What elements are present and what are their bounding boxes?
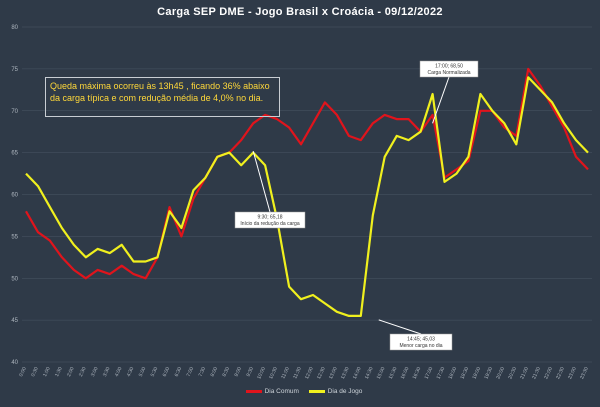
callout-box bbox=[419, 60, 479, 78]
x-tick-label: 2:00 bbox=[66, 366, 76, 378]
y-tick-label: 60 bbox=[11, 193, 18, 199]
legend-label-dia-de-jogo: Dia de Jogo bbox=[327, 388, 363, 395]
callout-label: Início da redução da carga bbox=[240, 221, 299, 227]
x-tick-label: 22:30 bbox=[555, 366, 566, 380]
x-tick-label: 16:00 bbox=[400, 366, 411, 380]
x-tick-label: 0:00 bbox=[18, 366, 28, 378]
x-tick-label: 7:30 bbox=[198, 366, 208, 378]
x-tick-label: 1:00 bbox=[42, 366, 52, 378]
x-tick-label: 18:30 bbox=[460, 366, 471, 380]
x-tick-label: 21:30 bbox=[531, 366, 542, 380]
x-tick-label: 16:30 bbox=[412, 366, 423, 380]
x-tick-label: 12:30 bbox=[316, 366, 327, 380]
x-tick-label: 20:00 bbox=[495, 366, 506, 380]
callout-label: Carga Normalizada bbox=[427, 70, 470, 76]
x-tick-label: 4:00 bbox=[114, 366, 124, 378]
x-tick-label: 2:30 bbox=[78, 366, 88, 378]
y-tick-label: 40 bbox=[11, 360, 18, 366]
x-tick-label: 23:30 bbox=[579, 366, 590, 380]
x-tick-label: 4:30 bbox=[126, 366, 136, 378]
x-tick-label: 9:30 bbox=[245, 366, 255, 378]
callout-value: 17:00; 68,50 bbox=[435, 64, 463, 70]
legend-label-dia-comum: Dia Comum bbox=[264, 388, 299, 395]
callout-value: 14:45; 45,03 bbox=[407, 337, 435, 343]
x-tick-label: 10:30 bbox=[268, 366, 279, 380]
callout-label: Menor carga no dia bbox=[399, 343, 442, 349]
x-tick-label: 14:30 bbox=[364, 366, 375, 380]
x-tick-label: 6:00 bbox=[162, 366, 172, 378]
x-tick-label: 3:30 bbox=[102, 366, 112, 378]
x-tick-label: 8:00 bbox=[210, 366, 220, 378]
x-tick-label: 11:00 bbox=[280, 366, 291, 380]
x-tick-label: 8:30 bbox=[222, 366, 232, 378]
callout-leader bbox=[432, 76, 450, 124]
legend-swatch-dia-de-jogo bbox=[308, 389, 325, 393]
x-tick-label: 15:30 bbox=[388, 366, 399, 380]
x-tick-label: 0:30 bbox=[30, 366, 40, 378]
y-tick-label: 65 bbox=[11, 151, 18, 157]
x-tick-label: 12:00 bbox=[304, 366, 315, 380]
x-tick-label: 23:00 bbox=[567, 366, 578, 380]
x-tick-label: 20:30 bbox=[507, 366, 518, 380]
x-tick-label: 19:00 bbox=[471, 366, 482, 380]
y-tick-label: 80 bbox=[11, 25, 18, 31]
callout-value: 9:30; 65,18 bbox=[257, 215, 282, 221]
x-tick-label: 5:30 bbox=[150, 366, 160, 378]
x-tick-label: 14:00 bbox=[352, 366, 363, 380]
x-tick-label: 1:30 bbox=[54, 366, 64, 378]
y-tick-label: 70 bbox=[11, 109, 18, 115]
chart-title: Carga SEP DME - Jogo Brasil x Croácia - … bbox=[157, 6, 443, 18]
x-tick-label: 13:30 bbox=[340, 366, 351, 380]
y-tick-label: 55 bbox=[11, 234, 18, 240]
x-tick-label: 18:00 bbox=[448, 366, 459, 380]
x-tick-label: 7:00 bbox=[186, 366, 196, 378]
x-tick-label: 5:00 bbox=[138, 366, 148, 378]
chart-annotation-note: Queda máxima ocorreu às 13h45 , ficando … bbox=[45, 77, 280, 117]
y-tick-label: 45 bbox=[11, 318, 18, 324]
x-tick-label: 13:00 bbox=[328, 366, 339, 380]
x-tick-label: 11:30 bbox=[292, 366, 303, 380]
callout-box bbox=[234, 211, 306, 229]
x-tick-label: 17:00 bbox=[424, 366, 435, 380]
callout-box bbox=[389, 333, 453, 351]
x-tick-label: 15:00 bbox=[376, 366, 387, 380]
y-tick-label: 50 bbox=[11, 276, 18, 282]
callout-leader bbox=[252, 150, 271, 213]
series-line-dia-de-jogo bbox=[25, 76, 589, 317]
x-tick-label: 3:00 bbox=[90, 366, 100, 378]
legend-swatch-dia-comum bbox=[245, 389, 262, 393]
x-tick-label: 22:00 bbox=[543, 366, 554, 380]
x-tick-label: 17:30 bbox=[436, 366, 447, 380]
x-tick-label: 19:30 bbox=[483, 366, 494, 380]
x-tick-label: 10:00 bbox=[256, 366, 267, 380]
x-tick-label: 21:00 bbox=[519, 366, 530, 380]
x-tick-label: 9:00 bbox=[233, 366, 243, 378]
callout-leader bbox=[378, 319, 422, 335]
y-tick-label: 75 bbox=[11, 67, 18, 73]
chart-legend: Dia Comum Dia de Jogo bbox=[0, 388, 600, 395]
x-tick-label: 6:30 bbox=[174, 366, 184, 378]
